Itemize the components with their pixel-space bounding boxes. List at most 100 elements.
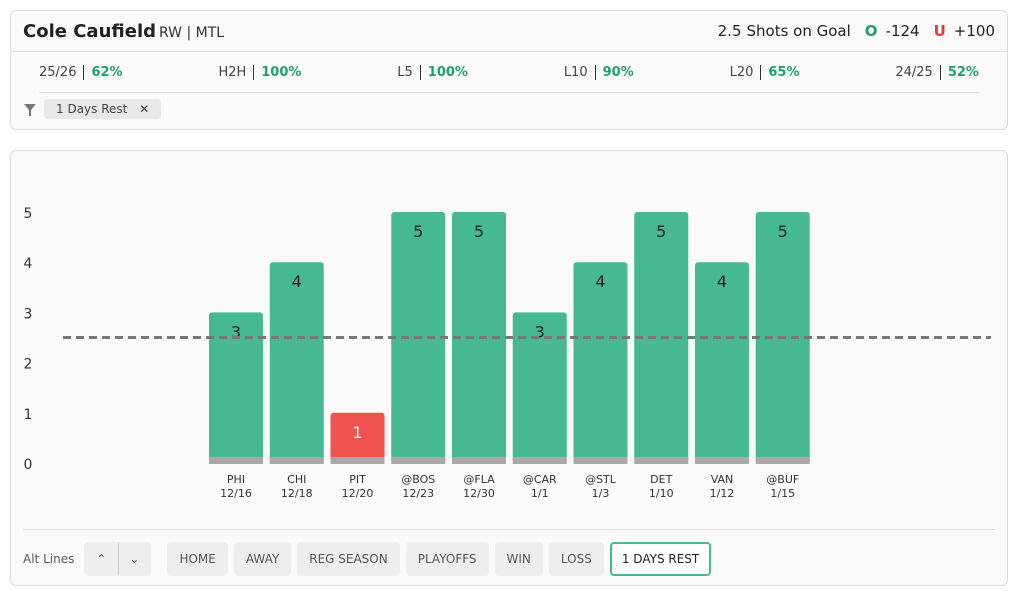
bar-base <box>452 457 506 464</box>
stat-value: 90% <box>602 64 634 80</box>
y-tick-label: 5 <box>24 206 33 222</box>
x-tick-date: 1/10 <box>649 487 674 500</box>
x-tick-date: 1/15 <box>770 487 795 500</box>
filter-button[interactable]: 1 DAYS REST <box>609 542 712 576</box>
x-tick-label: DET <box>650 473 672 486</box>
y-tick-label: 2 <box>24 357 33 373</box>
filter-button[interactable]: PLAYOFFS <box>405 542 489 576</box>
bar-value-label: 1 <box>352 423 362 442</box>
x-tick-label: PHI <box>227 473 245 486</box>
bar-base <box>512 457 567 464</box>
filter-button[interactable]: WIN <box>494 542 543 576</box>
chart-card: 0 1 2 3 4 5 3 PHI 12/16 4 CHI 12/18 1 PIT 12/20 5 @BOS 12… <box>10 150 1008 586</box>
bar <box>512 312 567 463</box>
x-tick-date: 12/16 <box>220 487 252 500</box>
x-tick-date: 12/30 <box>463 487 495 500</box>
bar-base <box>209 457 263 464</box>
x-tick-date: 1/12 <box>710 487 735 500</box>
bar <box>330 412 385 463</box>
line-up[interactable]: ⌃ <box>84 542 119 576</box>
bar-value-label: 5 <box>656 222 666 241</box>
position-team: RW | MTL <box>159 25 225 41</box>
y-tick-label: 3 <box>24 306 33 322</box>
stat-label: 25/26 <box>39 64 85 80</box>
x-tick-date: 12/20 <box>342 487 374 500</box>
x-tick-label: @BUF <box>766 473 799 486</box>
x-tick-label: @CAR <box>523 473 557 486</box>
bar-value-label: 5 <box>474 222 484 241</box>
bar <box>209 312 263 463</box>
filter-button[interactable]: AWAY <box>233 542 292 576</box>
filter-icon <box>24 104 36 116</box>
player-name: Cole Caufield <box>23 21 156 42</box>
alt-lines-label: Alt Lines <box>23 552 75 566</box>
bar-base <box>695 457 749 464</box>
filter-chip[interactable]: 1 Days Rest ✕ <box>44 99 162 119</box>
line-down[interactable]: ⌄ <box>118 542 152 576</box>
bar-value-label: 4 <box>595 272 605 291</box>
stat: H2H 100% <box>218 64 302 80</box>
y-tick-label: 4 <box>24 256 33 272</box>
stat: 24/25 52% <box>895 64 979 80</box>
header-row: Cole Caufield RW | MTL 2.5 Shots on Goal … <box>11 11 1007 52</box>
x-tick-label: @BOS <box>401 473 435 486</box>
bar-base <box>269 457 324 464</box>
chart: 0123453PHI12/164CHI12/181PIT12/205@BOS12… <box>24 206 991 500</box>
y-tick-label: 0 <box>24 457 33 473</box>
x-tick-date: 1/3 <box>592 487 610 500</box>
stat-label: L20 <box>730 64 762 80</box>
filter-chip-label: 1 Days Rest <box>56 102 128 116</box>
bar-base <box>755 457 810 464</box>
bar-value-label: 4 <box>717 272 727 291</box>
stat-label: H2H <box>218 64 255 80</box>
bar-base <box>391 457 446 464</box>
stats-row: 25/26 62% H2H 100% L5 100% L10 90% L20 65% 24/25 52… <box>39 52 979 93</box>
x-tick-date: 12/23 <box>402 487 434 500</box>
bar-base <box>634 457 689 464</box>
stat-label: L5 <box>397 64 421 80</box>
over-odds: -124 <box>885 22 920 40</box>
stat: 25/26 62% <box>39 64 123 80</box>
bar-value-label: 3 <box>231 322 241 341</box>
bar <box>269 262 324 463</box>
stat-label: L10 <box>564 64 596 80</box>
bar <box>695 262 749 463</box>
stat-value: 65% <box>768 64 800 80</box>
bar-base <box>573 457 628 464</box>
bar-value-label: 5 <box>778 222 788 241</box>
x-tick-date: 12/18 <box>281 487 313 500</box>
bar-value-label: 4 <box>292 272 302 291</box>
stat-value: 62% <box>91 64 123 80</box>
stat-value: 52% <box>947 64 979 80</box>
stat: L20 65% <box>730 64 800 80</box>
filter-button[interactable]: REG SEASON <box>297 542 400 576</box>
line-value: 2.5 <box>717 22 742 40</box>
bar-value-label: 5 <box>413 222 423 241</box>
over-icon: O <box>864 22 878 40</box>
player-title: Cole Caufield RW | MTL <box>23 21 224 42</box>
player-card: Cole Caufield RW | MTL 2.5 Shots on Goal … <box>10 10 1008 130</box>
stat: L5 100% <box>397 64 468 80</box>
filter-button[interactable]: HOME <box>167 542 228 576</box>
bar <box>573 262 628 463</box>
stat: L10 90% <box>564 64 634 80</box>
stat-value: 100% <box>261 64 302 80</box>
prop-info: 2.5 Shots on Goal O -124 U +100 <box>718 22 995 40</box>
x-tick-label: @FLA <box>463 473 495 486</box>
filter-button[interactable]: LOSS <box>548 542 604 576</box>
prop-name: Shots on Goal <box>746 22 851 40</box>
stat-label: 24/25 <box>895 64 941 80</box>
chip-close[interactable]: ✕ <box>139 102 150 116</box>
stat-value: 100% <box>427 64 468 80</box>
y-tick-label: 1 <box>24 407 33 423</box>
bar-base <box>330 457 385 464</box>
divider <box>23 529 995 530</box>
under-odds: +100 <box>953 22 995 40</box>
x-tick-label: @STL <box>585 473 617 486</box>
under-icon: U <box>933 22 946 40</box>
x-tick-label: PIT <box>349 473 366 486</box>
bar-value-label: 3 <box>535 322 545 341</box>
x-tick-date: 1/1 <box>531 487 549 500</box>
x-tick-label: CHI <box>287 473 306 486</box>
